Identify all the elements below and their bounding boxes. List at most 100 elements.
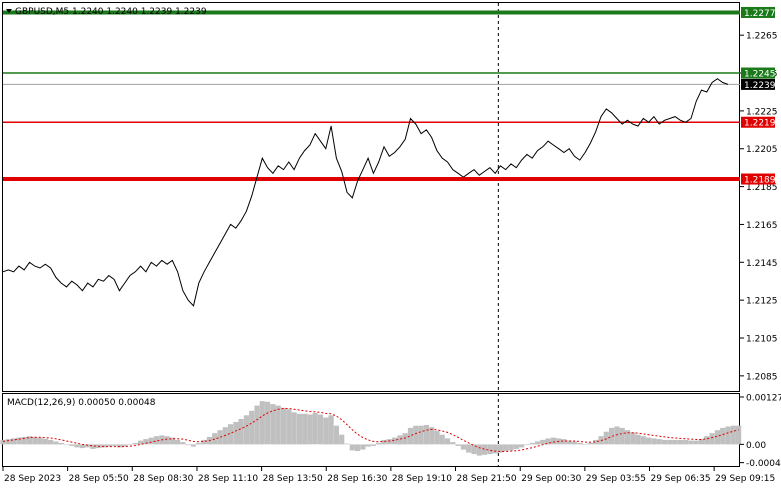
price-tick-label-4: 1.2185 — [746, 183, 778, 193]
level-label-1: 1.2245 — [744, 70, 776, 80]
macd-bar-132 — [699, 439, 705, 445]
macd-bar-41 — [217, 430, 223, 445]
macd-bar-38 — [201, 439, 207, 445]
macd-axis: 0.00127 0.00 -0.00049 — [740, 393, 781, 469]
macd-bar-69 — [365, 444, 371, 447]
time-tick-label-11: 29 Sep 09:15 — [715, 474, 775, 484]
macd-bar-121 — [640, 436, 646, 445]
macd-bar-117 — [619, 427, 625, 445]
macd-bar-118 — [624, 430, 631, 445]
macd-bar-35 — [185, 444, 191, 446]
macd-bar-31 — [164, 436, 170, 445]
macd-bar-51 — [270, 404, 276, 445]
macd-bar-62 — [328, 415, 334, 445]
macd-bar-24 — [127, 444, 133, 446]
macd-bar-49 — [259, 401, 265, 445]
macd-bar-139 — [736, 425, 742, 445]
macd-bar-102 — [540, 439, 546, 445]
current-price-label-box — [741, 78, 775, 90]
macd-bar-83 — [439, 434, 445, 445]
macd-bar-12 — [63, 444, 70, 445]
macd-bar-56 — [296, 413, 302, 445]
level-label-box-3 — [741, 173, 775, 185]
level-label-2: 1.2219 — [744, 119, 776, 129]
macd-bar-71 — [376, 442, 382, 445]
macd-bar-87 — [460, 444, 466, 450]
macd-bar-76 — [402, 433, 408, 445]
macd-bar-82 — [434, 430, 440, 445]
macd-signal-line — [2, 408, 739, 452]
macd-bar-110 — [582, 444, 588, 445]
macd-bar-1 — [5, 439, 11, 445]
macd-bar-44 — [233, 422, 239, 445]
price-series-line — [2, 78, 729, 307]
macd-bar-14 — [74, 444, 80, 448]
macd-bar-96 — [508, 444, 514, 451]
macd-bar-66 — [349, 444, 355, 451]
macd-bar-37 — [196, 442, 202, 445]
macd-bar-53 — [280, 407, 287, 445]
time-tick-label-6: 28 Sep 19:10 — [392, 474, 452, 484]
macd-bar-75 — [397, 435, 403, 445]
symbol-dropdown-icon[interactable] — [6, 9, 12, 13]
macd-bar-79 — [418, 425, 424, 445]
macd-bar-88 — [466, 444, 472, 453]
price-tick-label-8: 1.2105 — [746, 335, 778, 345]
macd-bar-54 — [286, 409, 292, 445]
macd-bar-136 — [720, 427, 726, 445]
level-label-box-2 — [741, 116, 775, 128]
macd-bar-103 — [545, 438, 551, 445]
macd-bar-135 — [714, 430, 720, 445]
time-axis: 28 Sep 2023 28 Sep 05:50 28 Sep 08:30 28 Se… — [2, 467, 775, 484]
macd-bar-48 — [254, 405, 260, 445]
macd-bar-16 — [85, 444, 91, 448]
macd-bar-78 — [413, 425, 419, 445]
macd-bar-131 — [693, 440, 699, 445]
macd-bar-86 — [455, 444, 461, 446]
macd-label: MACD(12,26,9) 0.00050 0.00048 — [7, 398, 156, 408]
macd-bar-21 — [111, 444, 117, 446]
macd-bar-133 — [704, 436, 710, 445]
macd-bar-60 — [317, 414, 324, 445]
macd-bar-134 — [709, 433, 715, 445]
level-label-box-1 — [741, 67, 775, 79]
macd-histogram — [0, 401, 742, 456]
macd-bar-125 — [661, 439, 668, 445]
macd-bar-67 — [355, 444, 361, 452]
macd-bar-4 — [21, 436, 27, 445]
macd-bar-119 — [630, 432, 636, 445]
macd-bar-46 — [243, 415, 249, 445]
macd-bar-73 — [386, 439, 392, 445]
macd-bar-57 — [302, 413, 308, 445]
macd-bar-59 — [312, 413, 318, 445]
macd-bar-2 — [11, 438, 17, 445]
macd-bar-23 — [122, 444, 128, 447]
macd-bar-120 — [635, 434, 641, 445]
macd-bar-26 — [138, 440, 144, 445]
macd-bar-85 — [450, 442, 456, 445]
macd-bar-17 — [90, 444, 96, 449]
macd-bar-61 — [323, 417, 329, 445]
macd-bar-95 — [503, 444, 509, 452]
macd-bar-90 — [476, 444, 482, 456]
macd-bar-63 — [333, 425, 339, 445]
macd-bar-114 — [603, 431, 609, 445]
macd-bar-70 — [370, 444, 376, 446]
macd-bar-100 — [529, 442, 535, 445]
price-tick-label-0: 1.2265 — [746, 32, 778, 42]
price-tick-label-6: 1.2145 — [746, 259, 778, 269]
macd-bar-68 — [360, 444, 366, 450]
macd-bar-10 — [53, 441, 59, 445]
macd-bar-72 — [381, 439, 387, 445]
level-label-0: 1.2277 — [744, 9, 776, 19]
macd-bar-22 — [116, 444, 122, 448]
macd-bar-7 — [37, 437, 43, 445]
macd-bar-19 — [101, 444, 107, 448]
chart-header: GBPUSD,M5 1.2240 1.2240 1.2239 1.2239 — [15, 7, 207, 17]
price-tick-label-7: 1.2125 — [746, 297, 778, 307]
macd-bar-6 — [32, 436, 38, 445]
macd-bar-138 — [730, 425, 736, 445]
time-tick-label-3: 28 Sep 11:10 — [198, 474, 258, 484]
macd-bar-122 — [646, 437, 652, 445]
